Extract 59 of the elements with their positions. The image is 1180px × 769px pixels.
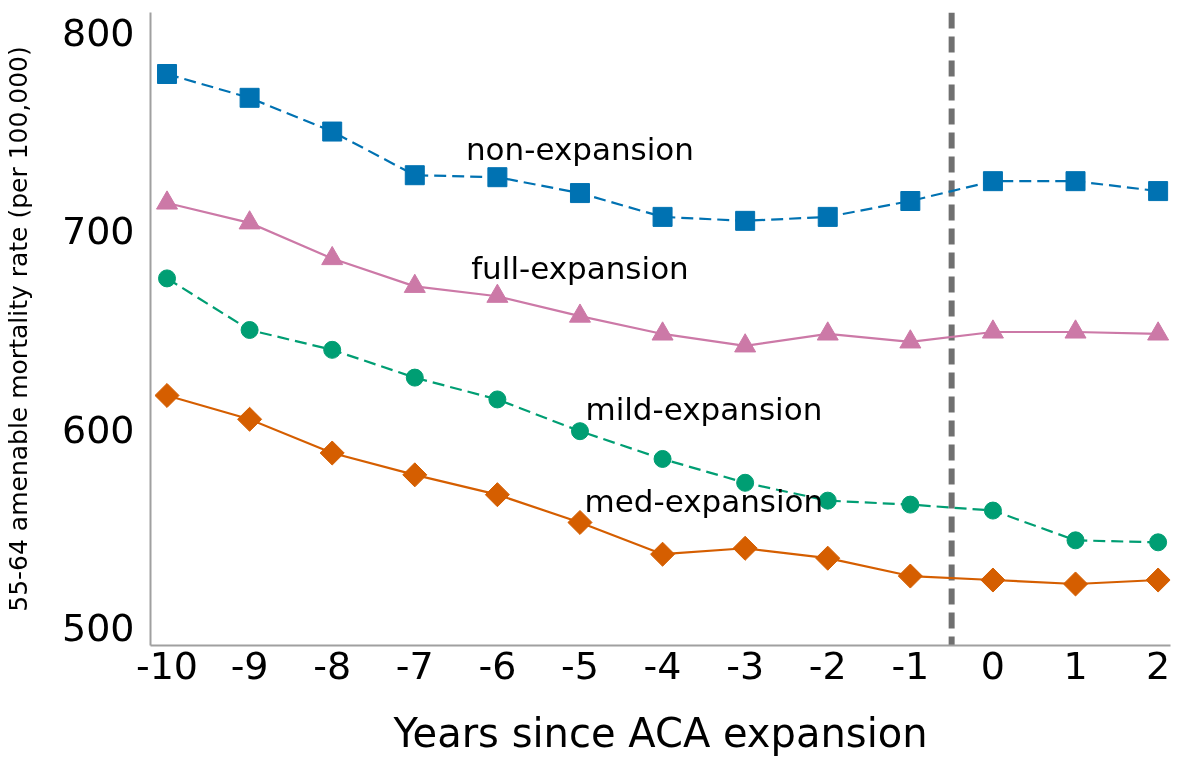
point bbox=[1148, 181, 1169, 202]
point bbox=[983, 501, 1002, 520]
point bbox=[815, 545, 841, 571]
point bbox=[488, 390, 507, 409]
series-label: full-expansion bbox=[471, 250, 689, 287]
y-tick-label: 800 bbox=[61, 10, 135, 55]
y-tick-label: 600 bbox=[61, 407, 135, 452]
point bbox=[901, 495, 920, 514]
point bbox=[322, 121, 343, 142]
series-label: non-expansion bbox=[465, 131, 694, 168]
y-tick-label: 500 bbox=[61, 606, 135, 651]
point bbox=[323, 340, 342, 359]
point bbox=[570, 422, 589, 441]
point bbox=[240, 321, 259, 339]
point bbox=[237, 406, 263, 432]
point bbox=[319, 440, 345, 466]
point bbox=[735, 210, 756, 231]
point bbox=[980, 567, 1006, 593]
point bbox=[239, 87, 260, 108]
x-tick-label: -6 bbox=[478, 643, 517, 688]
point bbox=[154, 382, 180, 408]
point bbox=[652, 206, 673, 227]
point bbox=[158, 269, 177, 288]
point bbox=[732, 535, 758, 561]
point bbox=[1063, 571, 1089, 597]
point bbox=[405, 368, 424, 387]
point bbox=[982, 171, 1003, 192]
point bbox=[650, 541, 676, 567]
point bbox=[157, 64, 178, 85]
x-axis-title: Years since ACA expansion bbox=[392, 709, 928, 756]
series-label: mild-expansion bbox=[585, 390, 823, 427]
x-tick-label: -10 bbox=[135, 643, 199, 688]
point bbox=[897, 563, 923, 589]
point bbox=[653, 449, 672, 468]
x-tick-label: -4 bbox=[643, 643, 682, 688]
x-tick-label: -5 bbox=[561, 643, 599, 688]
point bbox=[1145, 567, 1171, 593]
point bbox=[569, 183, 590, 204]
y-axis-title: 55-64 amenable mortality rate (per 100,000) bbox=[3, 46, 33, 612]
point bbox=[817, 206, 838, 227]
x-tick-label: -9 bbox=[230, 643, 269, 688]
x-tick-label: -3 bbox=[726, 643, 765, 688]
point bbox=[484, 482, 510, 508]
point bbox=[1066, 531, 1085, 550]
point bbox=[487, 167, 508, 188]
series-label: med-expansion bbox=[584, 483, 824, 520]
x-tick-label: -8 bbox=[313, 643, 352, 688]
point bbox=[1149, 533, 1168, 552]
point bbox=[900, 191, 921, 212]
y-tick-label: 700 bbox=[61, 209, 135, 254]
point bbox=[404, 165, 425, 186]
point bbox=[402, 462, 428, 488]
x-tick-label: 0 bbox=[980, 643, 1006, 688]
x-tick-label: -2 bbox=[808, 643, 847, 688]
point bbox=[1065, 171, 1086, 192]
x-tick-label: -1 bbox=[891, 643, 930, 688]
x-tick-label: -7 bbox=[395, 643, 434, 688]
x-tick-label: 1 bbox=[1063, 643, 1088, 688]
x-tick-label: 2 bbox=[1146, 643, 1171, 688]
